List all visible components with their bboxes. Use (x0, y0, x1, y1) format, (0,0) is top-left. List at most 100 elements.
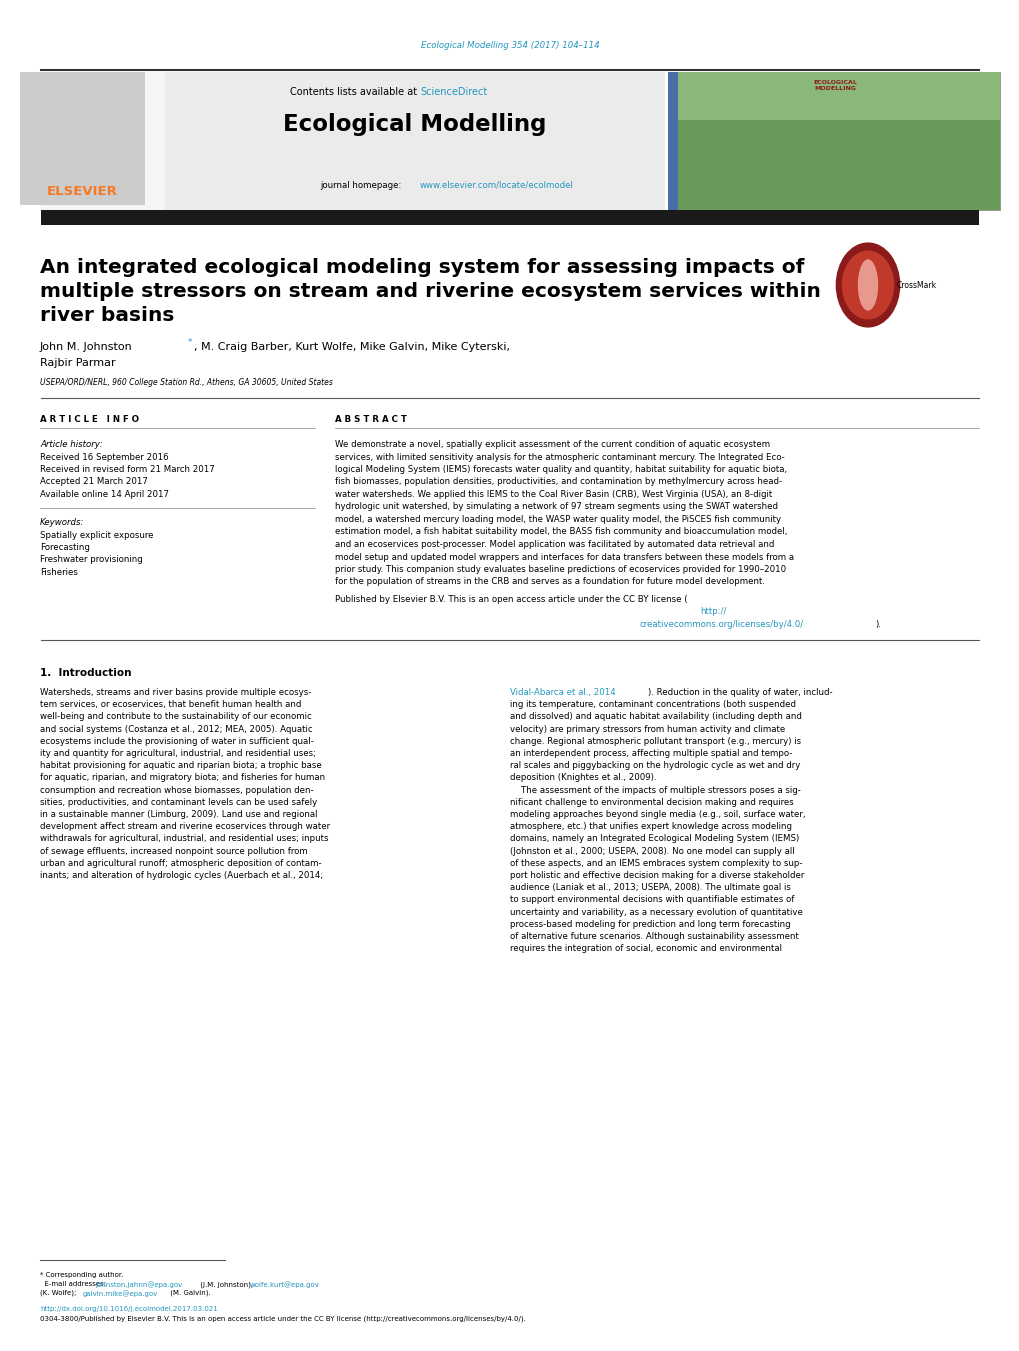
Text: * Corresponding author.: * Corresponding author. (40, 1273, 123, 1278)
Text: Article history:: Article history: (40, 440, 103, 449)
Text: creativecommons.org/licenses/by/4.0/: creativecommons.org/licenses/by/4.0/ (639, 620, 803, 630)
Text: change. Regional atmospheric pollutant transport (e.g., mercury) is: change. Regional atmospheric pollutant t… (510, 736, 800, 746)
Text: ). Reduction in the quality of water, includ-: ). Reduction in the quality of water, in… (647, 688, 832, 697)
Text: audience (Laniak et al., 2013; USEPA, 2008). The ultimate goal is: audience (Laniak et al., 2013; USEPA, 20… (510, 884, 790, 892)
Text: urban and agricultural runoff; atmospheric deposition of contam-: urban and agricultural runoff; atmospher… (40, 859, 321, 867)
Bar (667, 72, 999, 120)
Text: 0304-3800/Published by Elsevier B.V. This is an open access article under the CC: 0304-3800/Published by Elsevier B.V. Thi… (40, 1315, 526, 1321)
Text: multiple stressors on stream and riverine ecosystem services within: multiple stressors on stream and riverin… (40, 282, 820, 301)
Text: ing its temperature, contaminant concentrations (both suspended: ing its temperature, contaminant concent… (510, 700, 795, 709)
Text: 1.  Introduction: 1. Introduction (40, 667, 131, 678)
Text: johnston.jahnn@epa.gov: johnston.jahnn@epa.gov (95, 1281, 182, 1288)
Text: Ecological Modelling: Ecological Modelling (283, 113, 546, 136)
Text: Ecological Modelling 354 (2017) 104–114: Ecological Modelling 354 (2017) 104–114 (420, 41, 599, 50)
Text: model setup and updated model wrappers and interfaces for data transfers between: model setup and updated model wrappers a… (334, 553, 794, 562)
Text: Available online 14 April 2017: Available online 14 April 2017 (40, 490, 169, 499)
Text: and social systems (Costanza et al., 2012; MEA, 2005). Aquatic: and social systems (Costanza et al., 201… (40, 724, 312, 734)
Text: for aquatic, riparian, and migratory biota; and fisheries for human: for aquatic, riparian, and migratory bio… (40, 773, 325, 782)
Text: Received 16 September 2016: Received 16 September 2016 (40, 453, 168, 462)
Text: of these aspects, and an IEMS embraces system complexity to sup-: of these aspects, and an IEMS embraces s… (510, 859, 802, 867)
Text: uncertainty and variability, as a necessary evolution of quantitative: uncertainty and variability, as a necess… (510, 908, 802, 916)
Text: Fisheries: Fisheries (40, 567, 77, 577)
Text: http://dx.doi.org/10.1016/j.ecolmodel.2017.03.021: http://dx.doi.org/10.1016/j.ecolmodel.20… (40, 1306, 217, 1312)
Text: well-being and contribute to the sustainability of our economic: well-being and contribute to the sustain… (40, 712, 312, 721)
Text: velocity) are primary stressors from human activity and climate: velocity) are primary stressors from hum… (510, 724, 785, 734)
Text: (M. Galvin).: (M. Galvin). (168, 1290, 211, 1297)
Bar (41, 209, 978, 226)
Text: http://: http:// (699, 608, 726, 616)
Text: Published by Elsevier B.V. This is an open access article under the CC BY licens: Published by Elsevier B.V. This is an op… (334, 594, 687, 604)
Text: habitat provisioning for aquatic and riparian biota; a trophic base: habitat provisioning for aquatic and rip… (40, 761, 321, 770)
Text: Watersheds, streams and river basins provide multiple ecosys-: Watersheds, streams and river basins pro… (40, 688, 311, 697)
Text: ).: ). (874, 620, 880, 630)
Text: deposition (Knightes et al., 2009).: deposition (Knightes et al., 2009). (510, 773, 656, 782)
Text: logical Modeling System (IEMS) forecasts water quality and quantity, habitat sui: logical Modeling System (IEMS) forecasts… (334, 465, 787, 474)
Text: fish biomasses, population densities, productivities, and contamination by methy: fish biomasses, population densities, pr… (334, 477, 782, 486)
Text: ecosystems include the provisioning of water in sufficient qual-: ecosystems include the provisioning of w… (40, 736, 314, 746)
Text: www.elsevier.com/locate/ecolmodel: www.elsevier.com/locate/ecolmodel (420, 181, 574, 189)
Bar (165, 72, 664, 209)
Text: ECOLOGICAL
MODELLING: ECOLOGICAL MODELLING (812, 80, 856, 91)
Text: We demonstrate a novel, spatially explicit assessment of the current condition o: We demonstrate a novel, spatially explic… (334, 440, 769, 449)
Ellipse shape (857, 259, 877, 311)
Text: water watersheds. We applied this IEMS to the Coal River Basin (CRB), West Virgi: water watersheds. We applied this IEMS t… (334, 490, 771, 499)
Text: tem services, or ecoservices, that benefit human health and: tem services, or ecoservices, that benef… (40, 700, 301, 709)
Circle shape (842, 251, 893, 319)
Text: Contents lists available at: Contents lists available at (289, 86, 420, 97)
Text: for the population of streams in the CRB and serves as a foundation for future m: for the population of streams in the CRB… (334, 577, 764, 586)
Text: Keywords:: Keywords: (40, 517, 85, 527)
Text: E-mail addresses:: E-mail addresses: (40, 1281, 108, 1288)
Text: USEPA/ORD/NERL, 960 College Station Rd., Athens, GA 30605, United States: USEPA/ORD/NERL, 960 College Station Rd.,… (40, 378, 332, 386)
Text: John M. Johnston: John M. Johnston (40, 342, 132, 353)
Text: modeling approaches beyond single media (e.g., soil, surface water,: modeling approaches beyond single media … (510, 811, 805, 819)
Text: sities, productivities, and contaminant levels can be used safely: sities, productivities, and contaminant … (40, 798, 317, 807)
Text: Accepted 21 March 2017: Accepted 21 March 2017 (40, 477, 148, 486)
Text: ELSEVIER: ELSEVIER (47, 185, 117, 199)
Text: Forecasting: Forecasting (40, 543, 90, 553)
Text: and an ecoservices post-processer. Model application was facilitated by automate: and an ecoservices post-processer. Model… (334, 540, 773, 549)
Text: and dissolved) and aquatic habitat availability (including depth and: and dissolved) and aquatic habitat avail… (510, 712, 801, 721)
Text: prior study. This companion study evaluates baseline predictions of ecoservices : prior study. This companion study evalua… (334, 565, 786, 574)
Circle shape (836, 243, 899, 327)
Text: requires the integration of social, economic and environmental: requires the integration of social, econ… (510, 944, 782, 954)
Text: Spatially explicit exposure: Spatially explicit exposure (40, 531, 153, 539)
Text: of alternative future scenarios. Although sustainability assessment: of alternative future scenarios. Althoug… (510, 932, 798, 942)
Text: A B S T R A C T: A B S T R A C T (334, 415, 407, 424)
Text: development affect stream and riverine ecoservices through water: development affect stream and riverine e… (40, 823, 330, 831)
Text: of sewage effluents, increased nonpoint source pollution from: of sewage effluents, increased nonpoint … (40, 847, 308, 855)
Bar (20, 72, 145, 205)
Text: CrossMark: CrossMark (896, 281, 936, 289)
Text: estimation model, a fish habitat suitability model, the BASS fish community and : estimation model, a fish habitat suitabi… (334, 527, 787, 536)
Text: model, a watershed mercury loading model, the WASP water quality model, the PiSC: model, a watershed mercury loading model… (334, 515, 781, 524)
Text: an interdependent process, affecting multiple spatial and tempo-: an interdependent process, affecting mul… (510, 748, 792, 758)
Text: inants; and alteration of hydrologic cycles (Auerbach et al., 2014;: inants; and alteration of hydrologic cyc… (40, 871, 323, 880)
Text: , M. Craig Barber, Kurt Wolfe, Mike Galvin, Mike Cyterski,: , M. Craig Barber, Kurt Wolfe, Mike Galv… (194, 342, 510, 353)
Text: journal homepage:: journal homepage: (320, 181, 404, 189)
Text: A R T I C L E   I N F O: A R T I C L E I N F O (40, 415, 139, 424)
Text: Vidal-Abarca et al., 2014: Vidal-Abarca et al., 2014 (510, 688, 615, 697)
Text: (K. Wolfe);: (K. Wolfe); (40, 1290, 78, 1297)
Text: in a sustainable manner (Limburg, 2009). Land use and regional: in a sustainable manner (Limburg, 2009).… (40, 811, 317, 819)
Bar (667, 72, 999, 209)
Text: Freshwater provisioning: Freshwater provisioning (40, 555, 143, 565)
Text: river basins: river basins (40, 305, 174, 326)
Text: atmosphere, etc.) that unifies expert knowledge across modeling: atmosphere, etc.) that unifies expert kn… (510, 823, 791, 831)
Text: ral scales and piggybacking on the hydrologic cycle as wet and dry: ral scales and piggybacking on the hydro… (510, 761, 800, 770)
Text: An integrated ecological modeling system for assessing impacts of: An integrated ecological modeling system… (40, 258, 804, 277)
Text: process-based modeling for prediction and long term forecasting: process-based modeling for prediction an… (510, 920, 790, 928)
Text: Received in revised form 21 March 2017: Received in revised form 21 March 2017 (40, 465, 215, 474)
Text: to support environmental decisions with quantifiable estimates of: to support environmental decisions with … (510, 896, 794, 904)
Text: *: * (187, 338, 192, 347)
Text: wolfe.kurt@epa.gov: wolfe.kurt@epa.gov (250, 1281, 320, 1288)
Text: hydrologic unit watershed, by simulating a network of 97 stream segments using t: hydrologic unit watershed, by simulating… (334, 503, 777, 512)
Text: services, with limited sensitivity analysis for the atmospheric contaminant merc: services, with limited sensitivity analy… (334, 453, 784, 462)
Text: port holistic and effective decision making for a diverse stakeholder: port holistic and effective decision mak… (510, 871, 804, 880)
Bar (41, 72, 165, 209)
Text: galvin.mike@epa.gov: galvin.mike@epa.gov (83, 1290, 158, 1297)
Text: withdrawals for agricultural, industrial, and residential uses; inputs: withdrawals for agricultural, industrial… (40, 835, 328, 843)
Text: The assessment of the impacts of multiple stressors poses a sig-: The assessment of the impacts of multipl… (510, 785, 800, 794)
Text: ity and quantity for agricultural, industrial, and residential uses;: ity and quantity for agricultural, indus… (40, 748, 316, 758)
Text: consumption and recreation whose biomasses, population den-: consumption and recreation whose biomass… (40, 785, 313, 794)
Bar (667, 72, 678, 209)
Text: nificant challenge to environmental decision making and requires: nificant challenge to environmental deci… (510, 798, 793, 807)
